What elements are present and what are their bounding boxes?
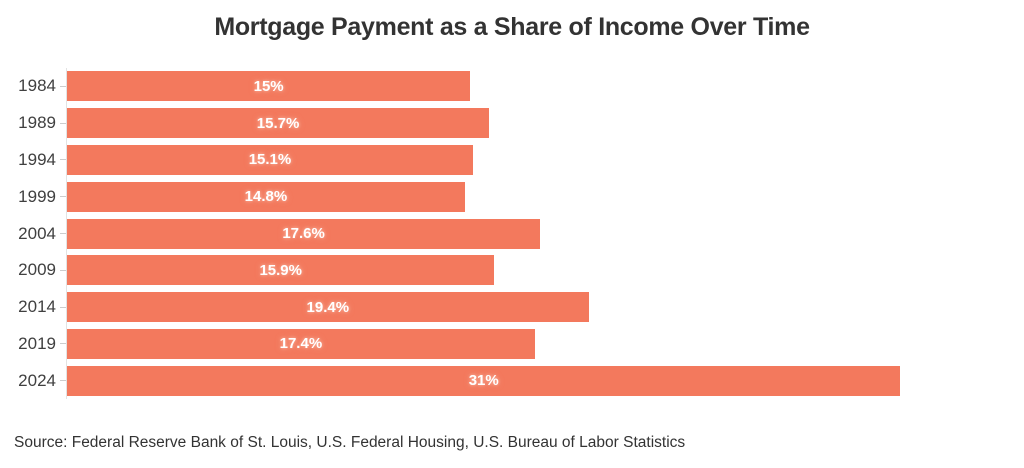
plot-cell: 31%: [66, 362, 1008, 400]
bar: 15.9%: [67, 255, 495, 286]
bar-chart: 1984 15% 1989 15.7% 1994 15.1% 1999 14.8% 2004 17…: [0, 68, 1008, 400]
tick-mark: [60, 159, 66, 161]
bar: 17.4%: [67, 328, 535, 359]
tick-mark: [60, 306, 66, 308]
bar: 15.1%: [67, 144, 473, 175]
chart-row: 2019 17.4%: [0, 325, 1008, 363]
year-label: 1989: [18, 113, 56, 133]
chart-row: 1994 15.1%: [0, 141, 1008, 179]
tick-mark: [60, 380, 66, 382]
year-label: 2014: [18, 297, 56, 317]
chart-row: 2004 17.6%: [0, 215, 1008, 252]
bar-value-label: 17.6%: [282, 225, 325, 243]
bar: 17.6%: [67, 218, 541, 249]
chart-row: 1999 14.8%: [0, 178, 1008, 216]
plot-cell: 14.8%: [66, 178, 1008, 216]
bar: 15%: [67, 71, 471, 102]
bar: 14.8%: [67, 181, 465, 212]
chart-row: 2024 31%: [0, 362, 1008, 400]
plot-cell: 17.4%: [66, 325, 1008, 363]
bar-value-label: 31%: [468, 372, 499, 390]
tick-mark: [60, 233, 66, 235]
year-label: 2024: [18, 370, 56, 390]
chart-title: Mortgage Payment as a Share of Income Ov…: [214, 13, 810, 41]
chart-row: 1989 15.7%: [0, 104, 1008, 142]
chart-row: 2014 19.4%: [0, 288, 1008, 326]
tick-mark: [60, 343, 66, 345]
year-label: 2004: [18, 223, 56, 243]
bar-value-label: 19.4%: [306, 298, 350, 316]
bar-value-label: 15.9%: [259, 261, 302, 279]
year-label: 2019: [18, 333, 56, 353]
tick-mark: [60, 269, 66, 271]
plot-cell: 15.1%: [66, 141, 1008, 179]
bar: 19.4%: [67, 292, 589, 323]
bar-value-label: 17.4%: [279, 335, 323, 353]
tick-mark: [60, 196, 66, 198]
year-label: 2009: [18, 260, 56, 280]
plot-cell: 17.6%: [66, 215, 1008, 252]
year-label: 1984: [18, 76, 56, 96]
tick-mark: [60, 122, 66, 124]
plot-cell: 15.7%: [66, 104, 1008, 142]
chart-row: 2009 15.9%: [0, 251, 1008, 289]
bar: 31%: [67, 365, 901, 396]
plot-cell: 15%: [66, 68, 1008, 105]
year-label: 1994: [18, 149, 56, 169]
chart-row: 1984 15%: [0, 68, 1008, 105]
bar-value-label: 15%: [253, 77, 284, 95]
source-note: Source: Federal Reserve Bank of St. Loui…: [14, 434, 686, 451]
tick-mark: [60, 85, 66, 87]
year-label: 1999: [18, 186, 56, 206]
bar-value-label: 15.7%: [256, 114, 300, 132]
plot-cell: 19.4%: [66, 288, 1008, 326]
bar: 15.7%: [67, 108, 490, 139]
plot-cell: 15.9%: [66, 251, 1008, 289]
bar-value-label: 14.8%: [244, 188, 288, 206]
bar-value-label: 15.1%: [248, 151, 292, 169]
